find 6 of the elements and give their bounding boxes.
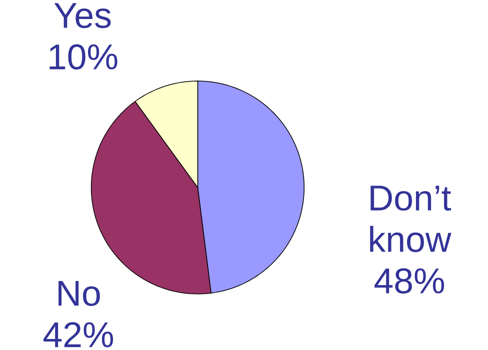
- data-label: 42%: [44, 322, 114, 348]
- data-label: 48%: [374, 268, 444, 294]
- slice-label: Yes: [54, 2, 111, 28]
- slice-label: Don’t know: [370, 186, 452, 252]
- data-label: 10%: [50, 44, 118, 70]
- slice-label: No: [58, 280, 100, 306]
